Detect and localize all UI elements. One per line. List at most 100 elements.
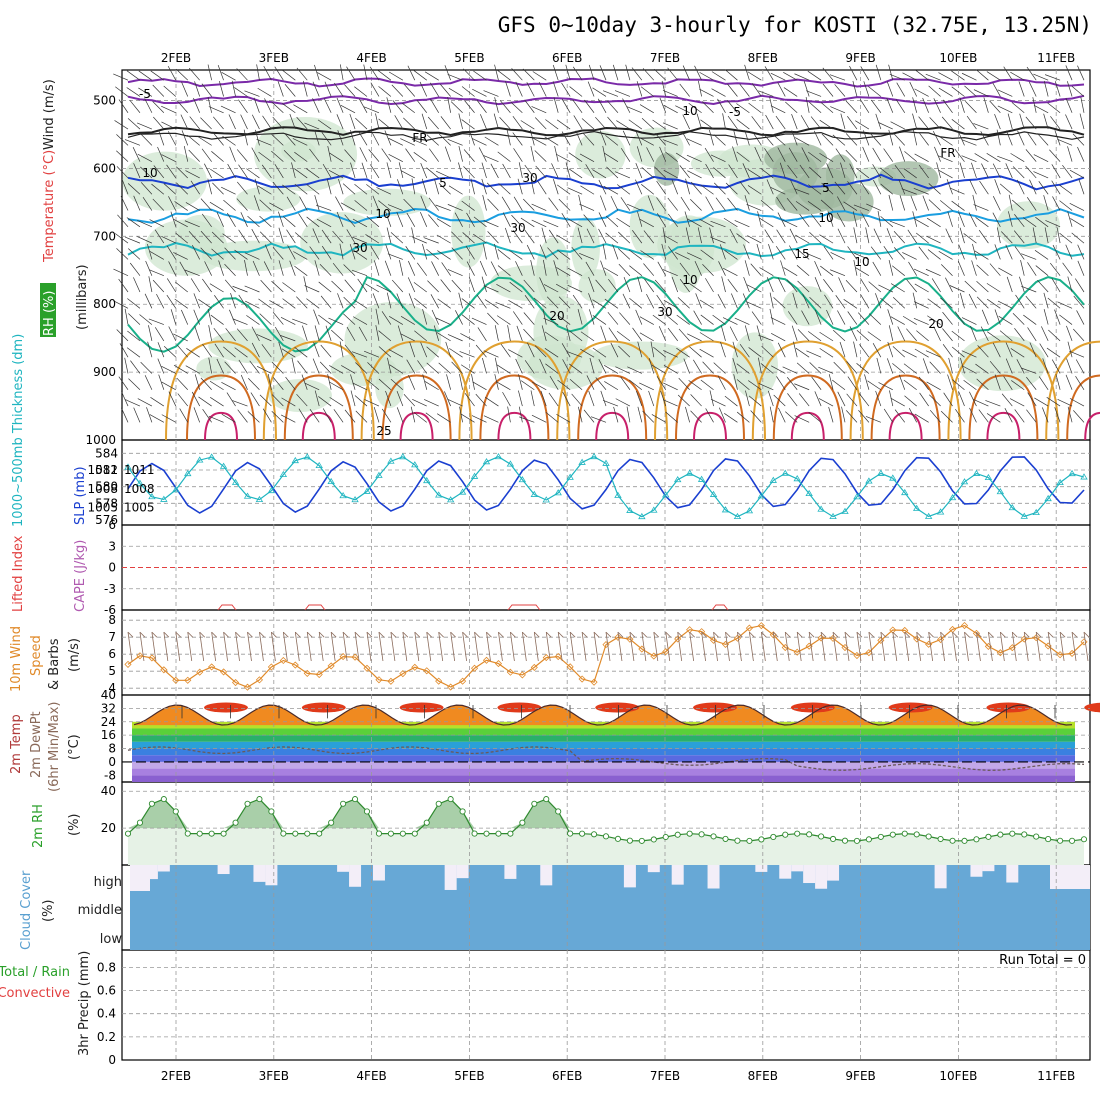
wind-barb bbox=[886, 81, 894, 97]
wind-barb bbox=[193, 309, 201, 325]
wind-barb bbox=[296, 296, 308, 309]
wind-barb bbox=[303, 276, 308, 293]
wind-barb bbox=[444, 146, 451, 162]
wind-barb bbox=[644, 278, 655, 293]
wind-barb bbox=[388, 349, 404, 358]
wind10-barb bbox=[593, 632, 599, 662]
wind-barb bbox=[710, 398, 726, 407]
wind-barb bbox=[627, 366, 642, 374]
warm-contour bbox=[458, 340, 571, 441]
wind10-marker bbox=[566, 663, 574, 671]
wind-barb bbox=[928, 183, 941, 195]
wind10-barb bbox=[737, 632, 742, 662]
wind-barb bbox=[589, 357, 595, 374]
wind-barb bbox=[539, 358, 547, 374]
rh-marker bbox=[160, 796, 167, 803]
wind-barb bbox=[1051, 180, 1061, 195]
wind-barb bbox=[571, 393, 583, 407]
wind10-barb-feather bbox=[940, 631, 946, 638]
wind-barb bbox=[207, 178, 212, 195]
wind-barb bbox=[289, 260, 296, 276]
wind-barb bbox=[224, 361, 236, 374]
wind-barb bbox=[461, 314, 475, 325]
wind-barb bbox=[530, 145, 535, 162]
warm-contour bbox=[693, 411, 727, 441]
wind-barb bbox=[586, 375, 595, 390]
top-date-label: 8FEB bbox=[748, 51, 778, 65]
wind-barb bbox=[138, 70, 153, 81]
wind-barb bbox=[483, 285, 499, 293]
precip-ytick: 0.8 bbox=[97, 960, 116, 974]
wind-barb bbox=[901, 188, 917, 195]
thickness-marker bbox=[709, 490, 718, 497]
wind-barb bbox=[149, 251, 165, 260]
wind-barb bbox=[304, 382, 320, 391]
rh-shade bbox=[571, 217, 600, 280]
rh-shade bbox=[451, 195, 486, 268]
wind-barb bbox=[997, 89, 1013, 97]
wind-barb bbox=[125, 399, 141, 407]
wind-barb bbox=[791, 113, 798, 130]
contour-label: 10 bbox=[818, 211, 833, 225]
wind-barb bbox=[408, 260, 416, 276]
wind-barb bbox=[679, 83, 690, 97]
wind-barb bbox=[687, 170, 702, 179]
rh-marker bbox=[447, 796, 454, 803]
wind-barb bbox=[625, 64, 631, 81]
wind-barb bbox=[314, 260, 320, 276]
wind-barb bbox=[436, 413, 451, 423]
wind-barb bbox=[462, 232, 475, 244]
thickness-marker bbox=[889, 474, 897, 481]
rh-marker bbox=[806, 831, 813, 838]
wind-barb bbox=[1026, 409, 1037, 423]
wind-barb bbox=[506, 129, 511, 146]
wind-barb bbox=[616, 217, 631, 228]
wind-barb bbox=[238, 99, 248, 113]
wind-barb bbox=[200, 377, 212, 390]
wind-barb bbox=[661, 243, 667, 260]
wind-barb bbox=[147, 243, 153, 260]
wind-barb bbox=[207, 97, 212, 113]
cape-ytick: -3 bbox=[104, 582, 116, 596]
wind-barb bbox=[792, 292, 798, 309]
wind10-barb-feather bbox=[569, 631, 576, 638]
wind-barb bbox=[192, 245, 201, 260]
wind-barb bbox=[588, 276, 595, 293]
wind-barb bbox=[656, 376, 667, 390]
wind-barb bbox=[868, 281, 882, 293]
wind-barb bbox=[854, 252, 870, 260]
contour-label: 20 bbox=[928, 317, 943, 331]
wind-barb bbox=[1011, 199, 1025, 211]
wind10-marker bbox=[231, 678, 240, 687]
wind-barb bbox=[222, 135, 236, 146]
upper-ytick: 700 bbox=[93, 229, 116, 243]
wind-barb bbox=[316, 72, 332, 81]
wind-barb bbox=[258, 151, 272, 162]
temp-ytick: 24 bbox=[101, 715, 116, 729]
wind10-barb-feather bbox=[211, 631, 217, 638]
wind-barb bbox=[392, 100, 404, 113]
wind-barb bbox=[869, 133, 882, 146]
wind-barb bbox=[1016, 179, 1025, 195]
wind-barb bbox=[561, 131, 571, 146]
wind-barb bbox=[742, 163, 750, 179]
wind-barb bbox=[765, 114, 774, 130]
wind-barb bbox=[370, 82, 380, 97]
wind-barb bbox=[502, 391, 511, 407]
wind-barb bbox=[427, 116, 439, 130]
wind10-barb-feather bbox=[366, 631, 373, 638]
li-line bbox=[217, 604, 237, 611]
wind-barb bbox=[705, 408, 714, 423]
wind-barb bbox=[595, 279, 607, 293]
wind-barb bbox=[872, 261, 882, 276]
wind-barb bbox=[512, 115, 523, 130]
rh-shade bbox=[375, 367, 404, 409]
wind-barb bbox=[130, 360, 141, 374]
wind-barb bbox=[845, 280, 858, 293]
wind-barb bbox=[293, 104, 308, 114]
wind-barb bbox=[677, 394, 690, 407]
wind-barb bbox=[321, 245, 332, 260]
wind-barb bbox=[358, 131, 368, 146]
wind-barb bbox=[272, 181, 284, 195]
